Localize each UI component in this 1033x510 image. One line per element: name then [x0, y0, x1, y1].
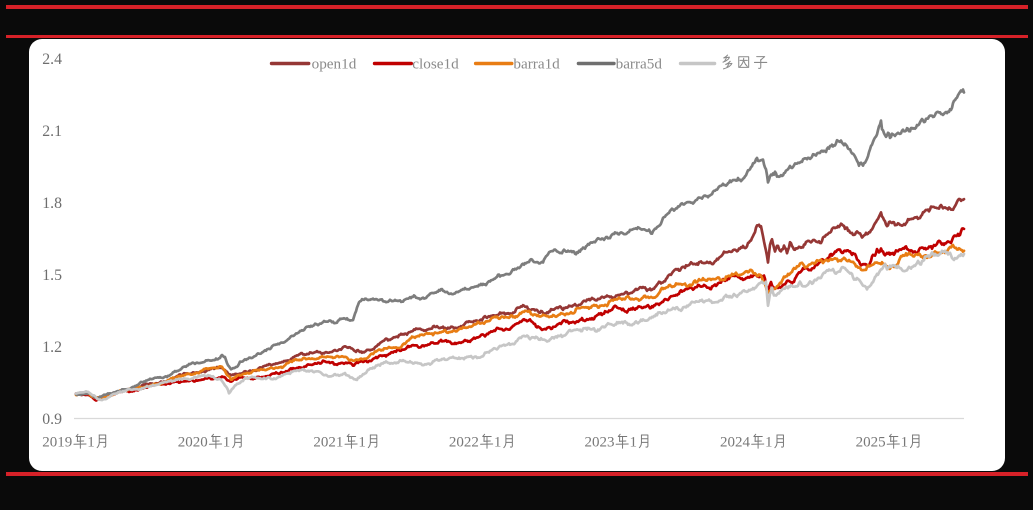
- svg-text:barra1d: barra1d: [513, 56, 560, 73]
- svg-text:2022: 2022: [449, 435, 479, 451]
- svg-text:2024: 2024: [720, 435, 751, 451]
- svg-text:2021: 2021: [313, 435, 343, 451]
- svg-text:2020: 2020: [178, 435, 208, 451]
- svg-text:1: 1: [358, 435, 366, 451]
- svg-text:2.1: 2.1: [42, 123, 62, 140]
- svg-text:open1d: open1d: [312, 56, 357, 73]
- svg-text:1.8: 1.8: [42, 195, 62, 212]
- svg-text:1: 1: [901, 435, 909, 451]
- svg-text:2023: 2023: [585, 435, 615, 451]
- svg-text:1: 1: [765, 435, 773, 451]
- svg-text:1.5: 1.5: [42, 267, 62, 284]
- svg-text:2019: 2019: [42, 435, 72, 451]
- svg-text:1: 1: [87, 435, 95, 451]
- svg-text:1: 1: [494, 435, 502, 451]
- svg-text:1: 1: [223, 435, 231, 451]
- svg-text:1: 1: [630, 435, 638, 451]
- svg-text:close1d: close1d: [412, 56, 459, 73]
- svg-text:barra5d: barra5d: [616, 56, 663, 73]
- svg-text:1.2: 1.2: [42, 339, 62, 356]
- svg-text:2025: 2025: [856, 435, 886, 451]
- svg-text:0.9: 0.9: [42, 411, 62, 428]
- svg-text:2.4: 2.4: [42, 51, 62, 68]
